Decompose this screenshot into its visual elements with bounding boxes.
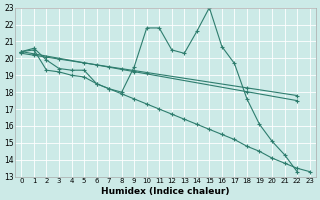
X-axis label: Humidex (Indice chaleur): Humidex (Indice chaleur) — [101, 187, 230, 196]
